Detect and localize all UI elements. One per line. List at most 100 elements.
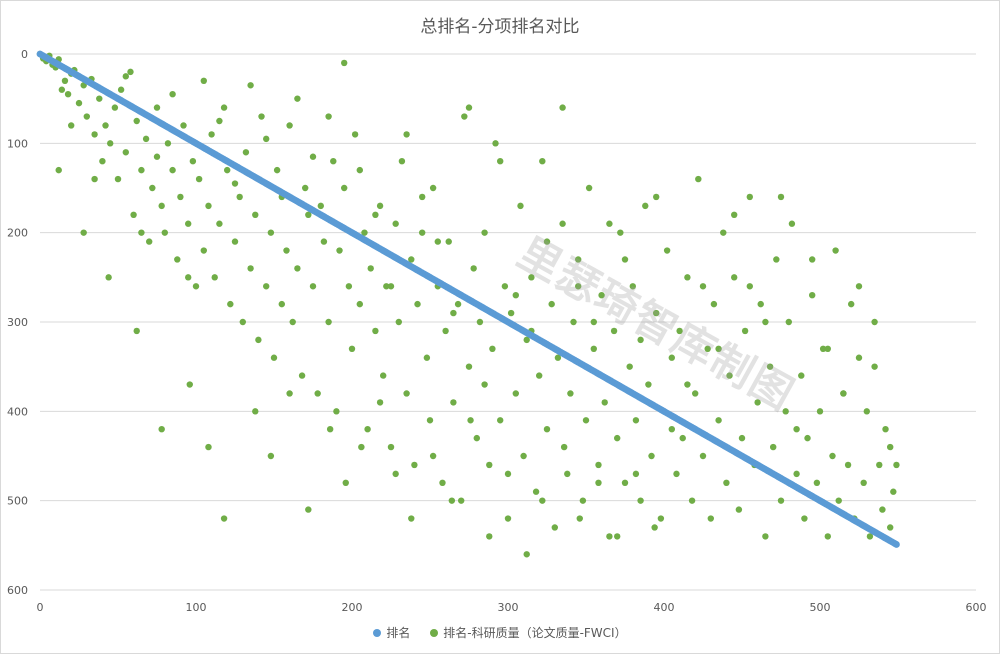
x-tick-label: 100 — [186, 601, 207, 614]
data-point-research-quality — [342, 479, 349, 486]
data-point-research-quality — [890, 488, 897, 495]
chart-title: 总排名-分项排名对比 — [420, 17, 580, 37]
data-point-research-quality — [161, 229, 168, 236]
data-point-research-quality — [267, 229, 275, 236]
data-point-research-quality — [804, 434, 811, 442]
data-point-research-quality — [376, 202, 384, 210]
data-point-research-quality — [138, 166, 145, 174]
data-point-research-quality — [746, 283, 753, 290]
data-point-research-quality — [782, 408, 789, 415]
data-point-research-quality — [766, 363, 774, 370]
data-point-research-quality — [205, 202, 212, 210]
data-point-research-quality — [481, 229, 488, 236]
data-point-research-quality — [454, 300, 462, 308]
data-point-research-quality — [252, 408, 259, 415]
data-point-research-quality — [105, 274, 112, 281]
data-point-research-quality — [559, 220, 566, 227]
data-point-research-quality — [893, 461, 900, 469]
data-point-research-quality — [575, 256, 582, 263]
data-point-research-quality — [848, 300, 855, 308]
data-point-research-quality — [614, 533, 621, 540]
data-point-research-quality — [130, 211, 137, 218]
data-point-research-quality — [585, 184, 593, 192]
data-point-research-quality — [731, 274, 738, 281]
data-point-research-quality — [61, 77, 69, 85]
data-point-research-quality — [720, 229, 727, 236]
data-point-research-quality — [539, 497, 546, 504]
data-point-research-quality — [653, 193, 660, 201]
data-point-research-quality — [645, 381, 652, 388]
data-point-research-quality — [773, 256, 780, 263]
data-point-research-quality — [855, 283, 863, 290]
data-point-research-quality — [626, 363, 633, 370]
data-point-research-quality — [174, 256, 181, 263]
data-point-research-quality — [726, 372, 733, 379]
data-point-research-quality — [523, 336, 530, 344]
data-point-research-quality — [512, 292, 519, 299]
y-tick-label: 300 — [7, 316, 28, 329]
data-point-research-quality — [75, 99, 83, 107]
data-point-research-quality — [158, 202, 165, 210]
data-point-research-quality — [348, 345, 356, 352]
data-point-research-quality — [336, 247, 343, 254]
data-point-research-quality — [224, 166, 231, 174]
data-point-research-quality — [663, 247, 671, 254]
data-point-research-quality — [824, 533, 831, 540]
data-point-research-quality — [309, 283, 317, 290]
legend-marker-research-quality — [430, 628, 439, 637]
data-point-research-quality — [564, 470, 571, 478]
data-point-research-quality — [351, 131, 359, 138]
legend-item-rank: 排名 — [373, 624, 410, 641]
data-point-research-quality — [216, 117, 223, 125]
data-point-research-quality — [606, 220, 613, 227]
data-point-research-quality — [738, 434, 746, 442]
data-point-research-quality — [723, 479, 730, 486]
data-point-research-quality — [793, 470, 800, 478]
data-point-research-quality — [220, 515, 228, 522]
data-point-research-quality — [122, 73, 129, 80]
data-point-research-quality — [481, 381, 488, 388]
data-point-research-quality — [205, 443, 212, 451]
data-point-research-quality — [429, 452, 437, 460]
data-point-research-quality — [570, 318, 577, 326]
data-point-research-quality — [543, 426, 551, 433]
legend-label-rank: 排名 — [386, 626, 411, 640]
data-point-research-quality — [403, 131, 410, 138]
data-point-research-quality — [551, 524, 558, 531]
data-point-research-quality — [517, 202, 524, 210]
data-point-research-quality — [80, 229, 87, 236]
data-point-research-quality — [91, 175, 98, 183]
data-point-research-quality — [294, 265, 301, 272]
data-point-research-quality — [684, 274, 691, 281]
data-point-research-quality — [330, 158, 337, 165]
data-point-research-quality — [341, 59, 348, 67]
data-point-research-quality — [777, 497, 785, 504]
y-tick-label: 200 — [7, 227, 28, 240]
data-point-research-quality — [595, 479, 602, 486]
data-point-research-quality — [211, 274, 218, 281]
data-point-research-quality — [692, 390, 699, 397]
data-point-research-quality — [164, 140, 172, 147]
data-point-research-quality — [83, 113, 91, 120]
data-point-research-quality — [710, 300, 718, 308]
data-point-research-quality — [102, 122, 109, 129]
data-point-research-quality — [715, 345, 722, 352]
data-point-research-quality — [286, 122, 293, 129]
data-point-research-quality — [142, 135, 150, 143]
data-point-research-quality — [426, 417, 434, 424]
data-point-research-quality — [239, 318, 246, 326]
data-point-research-quality — [731, 211, 738, 218]
data-point-research-quality — [314, 390, 321, 397]
data-point-research-quality — [819, 345, 827, 352]
data-point-research-quality — [111, 104, 119, 111]
data-point-research-quality — [548, 300, 555, 308]
data-point-research-quality — [91, 131, 98, 138]
data-point-research-quality — [185, 274, 192, 281]
data-point-research-quality — [458, 497, 465, 504]
data-point-research-quality — [450, 309, 457, 317]
data-point-research-quality — [278, 300, 285, 308]
data-point-research-quality — [536, 372, 543, 379]
data-point-research-quality — [770, 443, 777, 451]
data-point-research-quality — [855, 354, 863, 361]
data-point-research-quality — [489, 345, 496, 352]
